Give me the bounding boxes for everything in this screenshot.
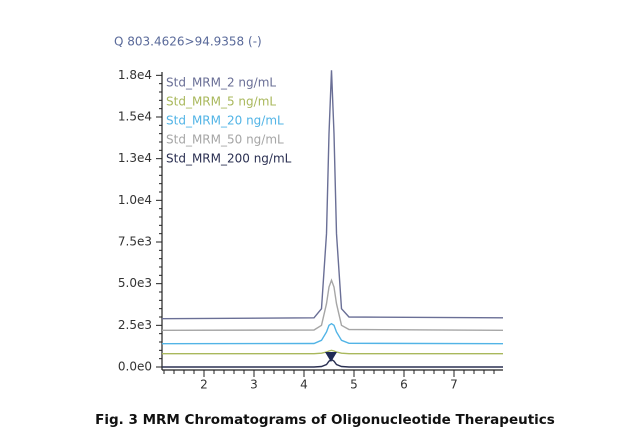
y-tick-label: 2.5e3 [118, 318, 152, 332]
x-tick-label: 4 [300, 378, 308, 392]
x-tick-label: 7 [450, 378, 458, 392]
legend-entry: Std_MRM_200 ng/mL [166, 152, 292, 166]
y-tick-label: 1.8e4 [118, 68, 152, 82]
chart-title: Q 803.4626>94.9358 (-) [114, 35, 262, 49]
y-tick-label: 1.3e4 [118, 151, 152, 165]
caption: Fig. 3 MRM Chromatograms of Oligonucleot… [95, 412, 555, 428]
y-tick-label: 7.5e3 [118, 235, 152, 249]
x-tick-label: 2 [200, 378, 208, 392]
series-line [161, 278, 504, 331]
series-line [162, 358, 503, 368]
y-tick-label: 0.0e0 [118, 360, 152, 374]
legend-entry: Std_MRM_2 ng/mL [166, 76, 276, 90]
peak-marker [325, 352, 337, 362]
legend-entry: Std_MRM_50 ng/mL [166, 133, 284, 147]
series-line [162, 349, 503, 355]
x-tick-label: 6 [400, 378, 408, 392]
series-line [161, 70, 504, 320]
y-tick-label: 1.5e4 [118, 110, 152, 124]
x-tick-label: 3 [250, 378, 258, 392]
series-line [161, 322, 504, 345]
legend-entry: Std_MRM_20 ng/mL [166, 114, 284, 128]
x-tick-label: 5 [350, 378, 358, 392]
y-tick-label: 1.0e4 [118, 193, 152, 207]
y-tick-label: 5.0e3 [118, 276, 152, 290]
legend-entry: Std_MRM_5 ng/mL [166, 95, 276, 109]
